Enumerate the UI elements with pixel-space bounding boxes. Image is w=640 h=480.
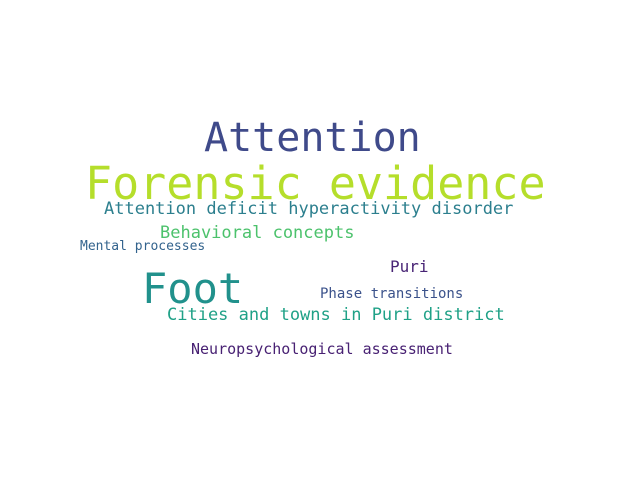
word-adhd: Attention deficit hyperactivity disorder [104, 199, 514, 219]
word-puri: Puri [390, 257, 429, 276]
word-mental-processes: Mental processes [80, 239, 206, 254]
word-forensic-evidence: Forensic evidence [85, 157, 546, 210]
word-neuropsychological-assessment: Neuropsychological assessment [191, 340, 453, 358]
word-foot: Foot [142, 264, 244, 313]
word-cities-and-towns: Cities and towns in Puri district [167, 305, 505, 325]
word-attention: Attention [204, 115, 421, 161]
word-phase-transitions: Phase transitions [320, 286, 464, 302]
word-behavioral-concepts: Behavioral concepts [160, 223, 355, 243]
